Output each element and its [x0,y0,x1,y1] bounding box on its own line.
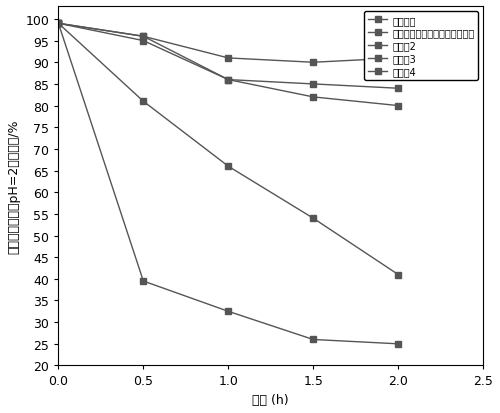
实施兦2 [395,104,401,109]
实施兦4 [140,35,146,40]
X-axis label: 时间 (h): 时间 (h) [252,393,289,406]
实施兦3 [226,78,232,83]
实施兦4 [395,56,401,61]
冻干菌粉 [226,309,232,314]
实施兦4 [310,61,316,66]
Line: 冻干菌粉: 冻干菌粉 [56,21,401,347]
Line: 实施兦3: 实施兦3 [56,21,401,92]
包埋菌粉（未添加复合益生元） [310,216,316,221]
包埋菌粉（未添加复合益生元） [56,22,62,27]
实施兦2 [226,78,232,83]
实施兦2 [310,95,316,100]
包埋菌粉（未添加复合益生元） [226,164,232,169]
实施兦3 [395,87,401,92]
实施兦3 [310,82,316,87]
包埋菌粉（未添加复合益生元） [395,272,401,277]
实施兦2 [140,39,146,44]
实施兦3 [140,35,146,40]
Line: 包埋菌粉（未添加复合益生元）: 包埋菌粉（未添加复合益生元） [56,21,401,278]
包埋菌粉（未添加复合益生元） [140,100,146,104]
冻干菌粉 [140,279,146,284]
冻干菌粉 [395,342,401,347]
Line: 实施兦2: 实施兦2 [56,21,401,109]
实施兦4 [226,56,232,61]
冻干菌粉 [310,337,316,342]
Y-axis label: 模拟胃酸溶液（pH=2）存活率/%: 模拟胃酸溶液（pH=2）存活率/% [7,119,20,253]
实施兦3 [56,22,62,27]
冻干菌粉 [56,22,62,27]
Legend: 冻干菌粉, 包埋菌粉（未添加复合益生元）, 实施兦2, 实施兦3, 实施兦4: 冻干菌粉, 包埋菌粉（未添加复合益生元）, 实施兦2, 实施兦3, 实施兦4 [364,12,478,81]
实施兦2 [56,22,62,27]
实施兦4 [56,22,62,27]
Line: 实施兦4: 实施兦4 [56,21,401,66]
